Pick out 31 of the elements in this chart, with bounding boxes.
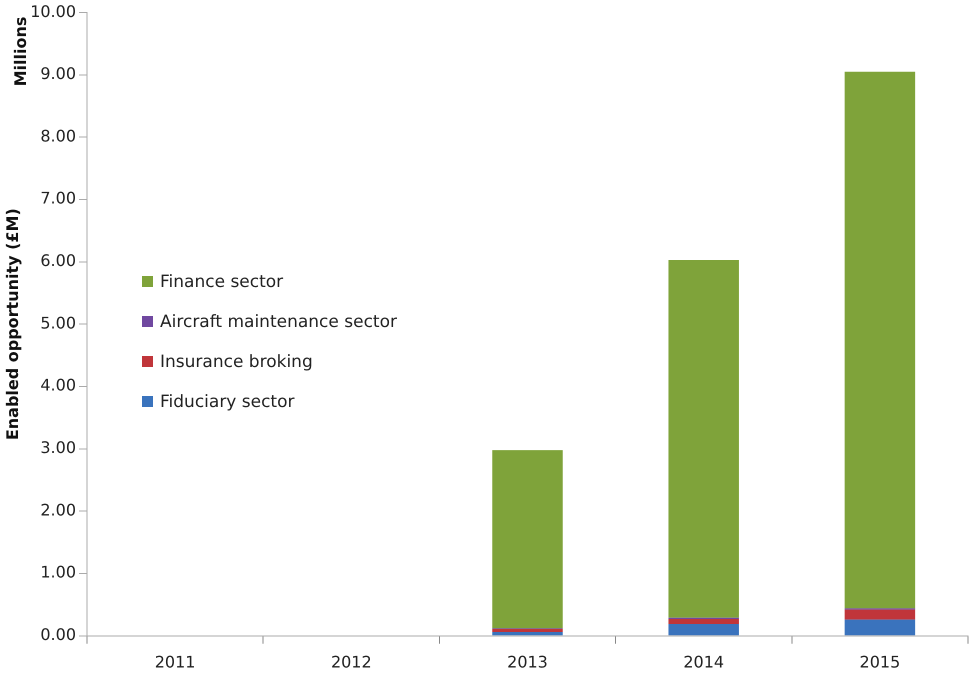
y-axis-title: Enabled opportunity (£M) [2,208,22,440]
bar [492,632,563,636]
bar [844,72,916,608]
y-tick-label: 4.00 [40,376,76,395]
y-tick-label: 3.00 [40,438,76,457]
y-tick-label: 9.00 [40,64,76,84]
y-tick-label: 6.00 [40,251,76,270]
y-tick-label: 8.00 [40,126,76,146]
text: Millions [11,16,30,86]
y-tick-label: 2.00 [40,500,76,520]
bar [844,610,916,620]
x-tick-label: 2015 [860,652,900,672]
y-tick-label: 5.00 [40,313,76,332]
y-tick-label: 0.00 [40,624,76,644]
bar [668,624,739,636]
y-tick-label: 1.00 [40,562,76,582]
x-tick-label: 2011 [154,652,196,672]
x-tick-label: 2012 [330,652,372,672]
bar [492,450,563,628]
y-tick-label: 7.00 [40,188,76,208]
legend-label: Aircraft maintenance sector [159,310,397,334]
x-tick-label: 2013 [507,652,548,672]
bar [668,260,739,618]
y-tick-label: 10.00 [30,2,76,21]
x-tick-label: 2014 [683,652,724,672]
bar [668,618,739,624]
legend-label: Insurance broking [159,350,314,374]
legend-label: Finance sector [159,270,284,294]
bar [844,620,916,636]
bar [492,628,563,632]
legend-label: Fiduciary sector [159,390,296,414]
